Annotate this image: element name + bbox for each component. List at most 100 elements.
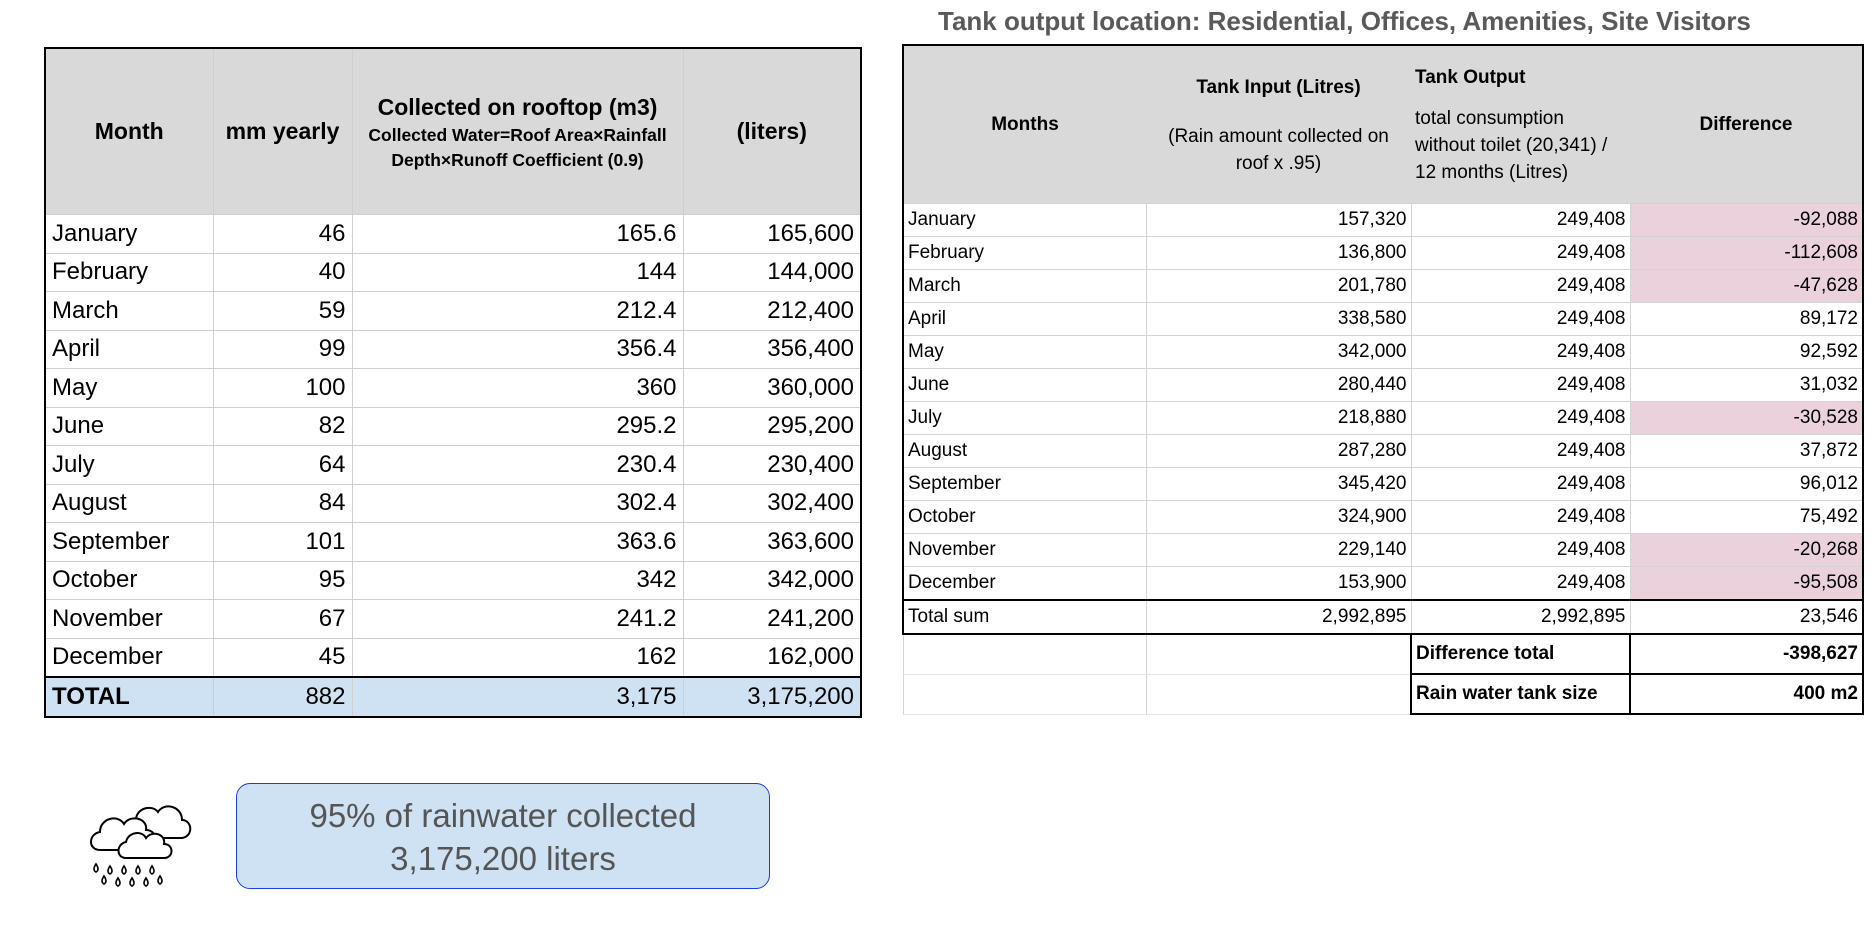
header-month: Month: [44, 47, 214, 215]
header-months: Months: [902, 44, 1146, 204]
tank-input-cell: 345,420: [1145, 467, 1412, 501]
rooftop-m3-cell: 356.4: [351, 329, 684, 369]
difference-cell: 92,592: [1629, 335, 1864, 369]
rooftop-m3-cell: 360: [351, 368, 684, 408]
difference-total-label: Difference total: [1410, 633, 1631, 675]
table-row: September 345,420 249,408 96,012: [902, 467, 1864, 501]
tank-output-cell: 249,408: [1410, 269, 1631, 303]
mm-yearly-cell: 45: [212, 637, 353, 678]
total-sum-output: 2,992,895: [1410, 599, 1631, 635]
difference-cell: -112,608: [1629, 236, 1864, 270]
mm-yearly-cell: 59: [212, 291, 353, 331]
rain-water-tank-size-value: 400 m2: [1629, 673, 1864, 715]
tank-input-cell: 157,320: [1145, 203, 1412, 237]
empty-cell: [902, 674, 1147, 715]
header-collected-rooftop: Collected on rooftop (m3) Collected Wate…: [351, 47, 684, 215]
rooftop-m3-cell: 241.2: [351, 599, 684, 639]
mm-yearly-cell: 67: [212, 599, 353, 639]
rooftop-m3-cell: 295.2: [351, 406, 684, 446]
mm-yearly-cell: 82: [212, 406, 353, 446]
table-row: February 136,800 249,408 -112,608: [902, 236, 1864, 270]
rain-water-tank-size-label: Rain water tank size: [1410, 673, 1631, 715]
tank-output-cell: 249,408: [1410, 566, 1631, 601]
tank-input-cell: 153,900: [1145, 566, 1412, 601]
month-cell: July: [44, 445, 214, 485]
header-tank-output-note: total consumption without toilet (20,341…: [1415, 108, 1608, 183]
liters-cell: 165,600: [682, 214, 862, 254]
total-sum-row: Total sum 2,992,895 2,992,895 23,546: [902, 599, 1864, 635]
left-table-header-row: Month mm yearly Collected on rooftop (m3…: [44, 47, 862, 215]
difference-cell: 31,032: [1629, 368, 1864, 402]
table-row: September 101 363.6 363,600: [44, 522, 862, 562]
month-cell: December: [902, 566, 1147, 601]
month-cell: July: [902, 401, 1147, 435]
month-cell: August: [44, 483, 214, 523]
rooftop-m3-cell: 165.6: [351, 214, 684, 254]
rooftop-m3-cell: 230.4: [351, 445, 684, 485]
month-cell: September: [44, 522, 214, 562]
rooftop-m3-cell: 212.4: [351, 291, 684, 331]
header-collected-formula: Collected Water=Roof Area×Rainfall Depth…: [368, 124, 667, 170]
liters-cell: 342,000: [682, 560, 862, 600]
month-cell: October: [902, 500, 1147, 534]
tank-output-cell: 249,408: [1410, 335, 1631, 369]
tank-input-cell: 280,440: [1145, 368, 1412, 402]
liters-cell: 360,000: [682, 368, 862, 408]
difference-total-value: -398,627: [1629, 633, 1864, 675]
month-cell: November: [44, 599, 214, 639]
rooftop-m3-cell: 363.6: [351, 522, 684, 562]
difference-cell: -47,628: [1629, 269, 1864, 303]
month-cell: February: [44, 252, 214, 292]
liters-cell: 162,000: [682, 637, 862, 678]
table-row: August 84 302.4 302,400: [44, 483, 862, 523]
difference-cell: -30,528: [1629, 401, 1864, 435]
table-row: January 157,320 249,408 -92,088: [902, 203, 1864, 237]
table-row: February 40 144 144,000: [44, 252, 862, 292]
tank-input-cell: 201,780: [1145, 269, 1412, 303]
empty-cell: [1145, 674, 1412, 715]
table-row: March 201,780 249,408 -47,628: [902, 269, 1864, 303]
month-cell: November: [902, 533, 1147, 567]
tank-input-cell: 136,800: [1145, 236, 1412, 270]
total-m3: 3,175: [351, 676, 684, 717]
month-cell: August: [902, 434, 1147, 468]
table-row: June 82 295.2 295,200: [44, 406, 862, 446]
difference-cell: 89,172: [1629, 302, 1864, 336]
mm-yearly-cell: 84: [212, 483, 353, 523]
header-tank-input-note: (Rain amount collected on roof x .95): [1168, 125, 1389, 174]
rooftop-m3-cell: 162: [351, 637, 684, 678]
liters-cell: 230,400: [682, 445, 862, 485]
month-cell: May: [44, 368, 214, 408]
month-cell: June: [902, 368, 1147, 402]
rooftop-m3-cell: 144: [351, 252, 684, 292]
table-row: October 95 342 342,000: [44, 560, 862, 600]
callout-total-liters: 3,175,200 liters: [390, 840, 616, 877]
month-cell: April: [44, 329, 214, 369]
table-row: January 46 165.6 165,600: [44, 214, 862, 254]
mm-yearly-cell: 64: [212, 445, 353, 485]
table-row: May 342,000 249,408 92,592: [902, 335, 1864, 369]
table-row: July 218,880 249,408 -30,528: [902, 401, 1864, 435]
tank-input-cell: 338,580: [1145, 302, 1412, 336]
header-difference: Difference: [1630, 44, 1864, 204]
rain-cloud-icon: [90, 805, 192, 887]
left-table-body: January 46 165.6 165,600 February 40 144 144,00…: [44, 214, 862, 717]
rain-water-tank-size-row: Rain water tank size 400 m2: [902, 673, 1864, 715]
tank-input-cell: 324,900: [1145, 500, 1412, 534]
month-cell: December: [44, 637, 214, 678]
month-cell: September: [902, 467, 1147, 501]
table-row: August 287,280 249,408 37,872: [902, 434, 1864, 468]
right-table-header-row: Months Tank Input (Litres) (Rain amount …: [902, 44, 1864, 204]
month-cell: January: [44, 214, 214, 254]
table-row: May 100 360 360,000: [44, 368, 862, 408]
header-tank-input: Tank Input (Litres) (Rain amount collect…: [1146, 44, 1411, 204]
total-sum-difference: 23,546: [1629, 599, 1864, 635]
month-cell: October: [44, 560, 214, 600]
month-cell: March: [902, 269, 1147, 303]
difference-total-row: Difference total -398,627: [902, 633, 1864, 675]
tank-input-cell: 229,140: [1145, 533, 1412, 567]
month-cell: February: [902, 236, 1147, 270]
mm-yearly-cell: 99: [212, 329, 353, 369]
difference-cell: 96,012: [1629, 467, 1864, 501]
tank-output-location-title: Tank output location: Residential, Offic…: [938, 6, 1751, 36]
